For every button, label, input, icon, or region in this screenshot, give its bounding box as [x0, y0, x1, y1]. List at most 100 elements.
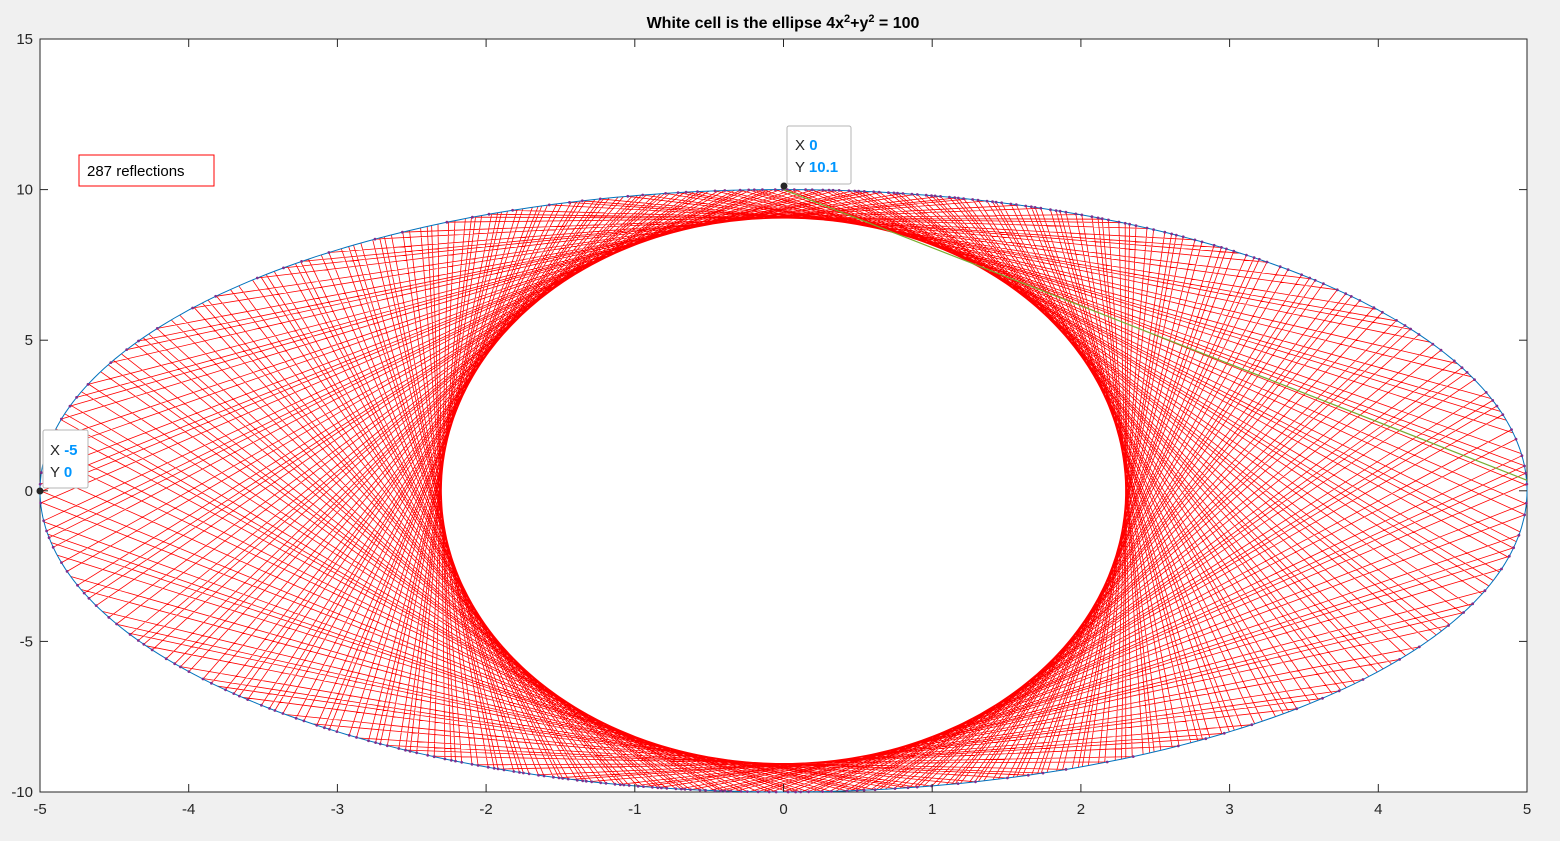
reflection-point	[1064, 768, 1068, 771]
reflection-point	[486, 765, 490, 769]
reflection-point	[1409, 327, 1412, 331]
datatip-y-label: Y	[50, 464, 60, 481]
reflection-point	[281, 712, 285, 715]
reflection-point	[39, 501, 42, 505]
reflection-point	[260, 703, 263, 707]
y-tick-label: -5	[20, 633, 33, 650]
reflection-point	[774, 790, 778, 794]
reflection-point	[1417, 645, 1421, 649]
reflection-point	[1501, 413, 1505, 416]
reflection-point	[1006, 776, 1009, 780]
reflection-point	[502, 768, 506, 772]
last-ray	[783, 189, 1528, 481]
reflection-point	[893, 787, 897, 790]
reflection-point	[746, 790, 749, 793]
reflection-point	[862, 788, 866, 792]
reflection-point	[51, 545, 55, 549]
reflection-point	[1500, 567, 1503, 571]
reflection-point	[613, 782, 617, 786]
reflection-point	[971, 198, 974, 201]
reflection-point	[1225, 247, 1228, 251]
reflection-point	[1465, 371, 1469, 374]
reflection-point	[496, 767, 500, 771]
reflection-point	[1361, 678, 1365, 681]
reflection-point	[1286, 268, 1290, 271]
reflection-point	[581, 779, 585, 783]
reflection-point	[1107, 218, 1110, 222]
x-tick-label: 2	[1077, 801, 1085, 818]
reflection-point	[855, 789, 859, 792]
reflection-point	[857, 189, 860, 193]
reflection-point	[1520, 454, 1524, 458]
datatip-left[interactable]: X -5 Y 0	[36, 429, 89, 495]
x-tick-label: 5	[1523, 801, 1531, 818]
reflection-points	[38, 188, 1529, 794]
reflection-point	[1395, 319, 1398, 322]
reflection-point	[232, 692, 236, 695]
reflection-point	[566, 777, 570, 781]
x-tick-label: 3	[1225, 801, 1233, 818]
reflection-point	[142, 642, 146, 646]
reflection-point	[557, 776, 561, 780]
reflection-point	[173, 662, 177, 666]
reflection-point	[1257, 257, 1261, 261]
reflection-point	[810, 188, 814, 192]
reflection-point	[956, 196, 960, 200]
reflection-point	[1512, 546, 1515, 550]
reflection-point	[939, 195, 942, 198]
reflection-point	[1096, 216, 1100, 220]
reflection-point	[401, 230, 404, 234]
reflection-point	[522, 771, 525, 775]
reflection-point	[60, 561, 63, 564]
reflection-point	[94, 604, 98, 607]
reflection-point	[561, 777, 565, 780]
reflection-point	[1510, 428, 1513, 431]
reflection-point	[547, 203, 551, 207]
chart-title-part: White cell is the ellipse 4x	[647, 15, 845, 32]
reflection-point	[1252, 256, 1256, 259]
reflection-point	[1452, 359, 1456, 363]
reflection-point	[830, 790, 833, 793]
reflection-point	[1100, 217, 1104, 221]
reflection-point	[684, 190, 688, 194]
datatip-top[interactable]: X 0 Y 10.1	[780, 125, 852, 190]
x-tick-label: -1	[628, 801, 641, 818]
reflection-point	[187, 670, 191, 673]
reflection-point	[397, 747, 401, 750]
datatip-x-value: 0	[809, 137, 817, 154]
reflection-point	[786, 790, 790, 794]
reflection-point	[575, 778, 579, 782]
reflection-point	[1278, 265, 1282, 269]
reflection-point	[68, 404, 72, 408]
reflection-point	[1300, 273, 1303, 277]
reflection-point	[38, 482, 42, 486]
reflection-point	[1058, 209, 1062, 213]
reflection-point	[933, 194, 937, 198]
reflection-point	[1398, 658, 1401, 661]
chart-title-superscript: 2	[868, 13, 874, 25]
reflection-point	[1523, 513, 1526, 517]
reflection-point	[1128, 222, 1131, 226]
reflection-point	[527, 772, 531, 776]
last-ray-line	[783, 189, 1528, 481]
reflection-point	[580, 199, 584, 203]
datatip-marker	[36, 487, 44, 495]
reflection-point	[1484, 391, 1488, 394]
reflection-point	[273, 709, 277, 712]
reflection-point	[660, 786, 663, 790]
reflection-point	[622, 783, 626, 787]
chart-title: White cell is the ellipse 4x2+y2 = 100	[647, 13, 920, 32]
reflection-point	[426, 753, 430, 757]
reflection-point	[847, 189, 851, 193]
reflection-point	[125, 348, 129, 351]
reflection-point	[821, 790, 824, 793]
reflection-point	[443, 757, 447, 761]
reflection-point	[1033, 206, 1037, 209]
datatip-x-label: X	[795, 137, 805, 154]
reflection-point	[378, 742, 382, 746]
reflection-point	[1145, 226, 1149, 230]
reflection-point	[590, 780, 594, 784]
reflection-point	[210, 681, 213, 685]
reflection-point	[676, 191, 680, 195]
